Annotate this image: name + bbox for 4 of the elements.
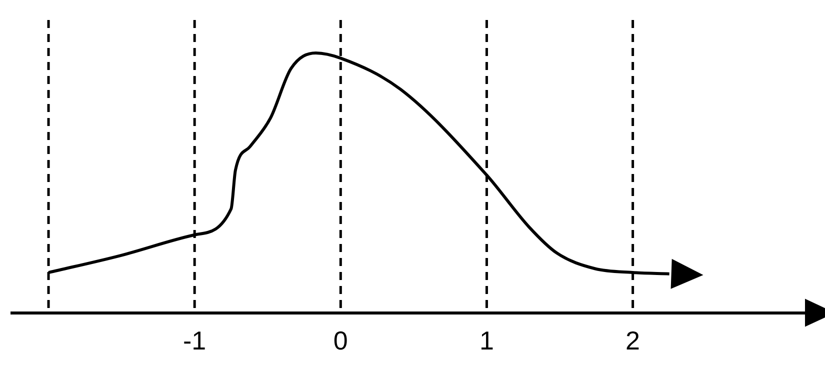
x-tick-label: 2	[626, 326, 640, 356]
x-tick-label: 0	[333, 326, 348, 356]
x-tick-label: -1	[183, 326, 206, 356]
x-tick-label: 1	[479, 326, 494, 356]
